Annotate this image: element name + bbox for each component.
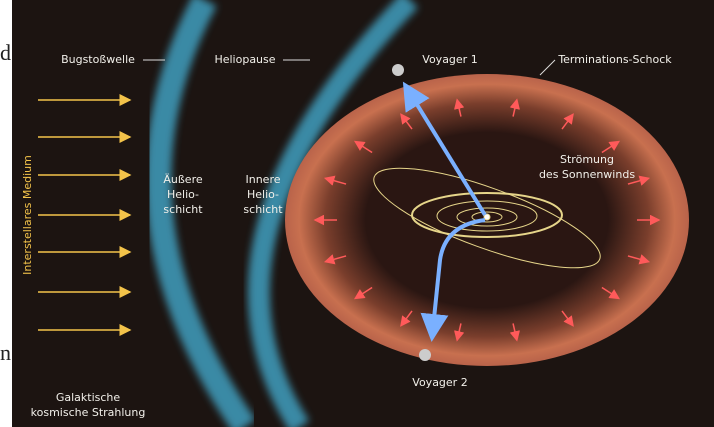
voyager-1-path xyxy=(402,81,487,217)
arrow xyxy=(454,323,465,342)
red-arrows xyxy=(313,98,661,342)
orbit xyxy=(456,207,518,227)
orbit xyxy=(471,211,503,223)
label: Terminations-Schock xyxy=(557,53,672,66)
arrow xyxy=(353,140,373,154)
label: Strömung xyxy=(560,153,614,166)
margin-fragment: n xyxy=(0,340,11,365)
voyager-2-path xyxy=(420,218,486,342)
label: Interstellares Medium xyxy=(21,155,34,275)
voyager-1-icon xyxy=(392,64,404,76)
label: Äußere xyxy=(163,173,202,186)
arrow xyxy=(561,113,574,130)
arrow xyxy=(353,286,373,300)
label: Voyager 2 xyxy=(412,376,467,389)
solar-system xyxy=(373,167,601,269)
heliopause-arc xyxy=(247,0,418,427)
arrow xyxy=(400,113,413,130)
label: schicht xyxy=(163,203,203,216)
arrow xyxy=(509,98,520,117)
label: Innere xyxy=(245,173,280,186)
label: Helio- xyxy=(247,188,279,201)
bow-shock-arc xyxy=(145,0,256,427)
label: Galaktische xyxy=(56,391,121,404)
arrow xyxy=(323,175,347,186)
label: des Sonnenwinds xyxy=(539,168,635,181)
arrow xyxy=(627,254,651,265)
arrow xyxy=(509,323,520,342)
arrow xyxy=(454,98,465,117)
label: schicht xyxy=(243,203,283,216)
arrow xyxy=(601,286,621,300)
voyager-2-icon xyxy=(419,349,431,361)
leader xyxy=(539,59,556,76)
label: kosmische Strahlung xyxy=(31,406,146,419)
label: Helio- xyxy=(167,188,199,201)
arrow xyxy=(561,310,574,327)
arrow xyxy=(400,310,413,327)
spacecraft xyxy=(392,64,431,361)
orbit xyxy=(373,167,601,269)
arrow xyxy=(627,175,651,186)
orbit xyxy=(411,192,563,238)
label: Voyager 1 xyxy=(422,53,477,66)
label: Heliopause xyxy=(214,53,275,66)
yellow-arrows xyxy=(38,94,132,336)
orbit xyxy=(436,200,538,232)
leader-lines xyxy=(143,59,556,76)
margin-fragment: d xyxy=(0,40,11,65)
sun xyxy=(483,213,491,221)
arrow xyxy=(601,140,621,154)
label: Bugstoßwelle xyxy=(61,53,135,66)
arrow xyxy=(323,254,347,265)
